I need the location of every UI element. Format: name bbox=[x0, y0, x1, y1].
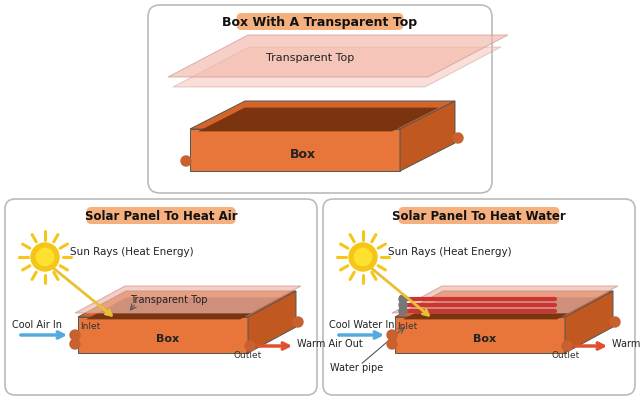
Polygon shape bbox=[168, 36, 508, 78]
Text: Box With A Transparent Top: Box With A Transparent Top bbox=[223, 16, 417, 29]
Circle shape bbox=[562, 341, 572, 351]
Text: Warm Water Out: Warm Water Out bbox=[612, 338, 640, 348]
Polygon shape bbox=[395, 317, 565, 353]
Polygon shape bbox=[78, 291, 296, 317]
Circle shape bbox=[399, 295, 407, 303]
FancyBboxPatch shape bbox=[5, 200, 317, 395]
Circle shape bbox=[349, 243, 377, 271]
Text: Box: Box bbox=[156, 333, 180, 343]
Circle shape bbox=[181, 157, 191, 166]
FancyBboxPatch shape bbox=[399, 207, 559, 225]
Text: Sun Rays (Heat Energy): Sun Rays (Heat Energy) bbox=[70, 246, 194, 256]
Polygon shape bbox=[173, 48, 501, 88]
Polygon shape bbox=[190, 130, 400, 172]
Text: Sun Rays (Heat Energy): Sun Rays (Heat Energy) bbox=[388, 246, 511, 256]
FancyBboxPatch shape bbox=[86, 207, 236, 225]
Circle shape bbox=[387, 330, 397, 340]
Text: Warm Air Out: Warm Air Out bbox=[297, 338, 363, 348]
Polygon shape bbox=[565, 291, 613, 353]
Polygon shape bbox=[400, 102, 455, 172]
Circle shape bbox=[31, 243, 59, 271]
FancyBboxPatch shape bbox=[237, 14, 403, 31]
Circle shape bbox=[355, 249, 372, 266]
Text: Water pipe: Water pipe bbox=[330, 362, 383, 372]
Polygon shape bbox=[190, 102, 455, 130]
Circle shape bbox=[70, 339, 80, 349]
Text: Outlet: Outlet bbox=[234, 350, 262, 360]
Circle shape bbox=[399, 301, 407, 309]
Circle shape bbox=[387, 339, 397, 349]
Polygon shape bbox=[403, 298, 598, 320]
Text: Cool Air In: Cool Air In bbox=[12, 319, 62, 329]
FancyBboxPatch shape bbox=[148, 6, 492, 194]
Text: Inlet: Inlet bbox=[397, 322, 417, 331]
Text: Outlet: Outlet bbox=[551, 350, 579, 360]
Text: Transparent Top: Transparent Top bbox=[130, 294, 207, 304]
FancyBboxPatch shape bbox=[323, 200, 635, 395]
Circle shape bbox=[399, 307, 407, 315]
Text: Cool Water In: Cool Water In bbox=[329, 319, 394, 329]
Text: Inlet: Inlet bbox=[80, 322, 100, 331]
Text: Solar Panel To Heat Water: Solar Panel To Heat Water bbox=[392, 209, 566, 223]
Polygon shape bbox=[248, 291, 296, 353]
Circle shape bbox=[293, 317, 303, 327]
Text: Transparent Top: Transparent Top bbox=[266, 53, 354, 63]
Text: Box: Box bbox=[290, 148, 316, 161]
Circle shape bbox=[36, 249, 54, 266]
Circle shape bbox=[453, 134, 463, 144]
Text: Box: Box bbox=[474, 333, 497, 343]
Polygon shape bbox=[86, 298, 281, 320]
Circle shape bbox=[245, 341, 255, 351]
Polygon shape bbox=[78, 317, 248, 353]
Circle shape bbox=[610, 317, 620, 327]
Text: Solar Panel To Heat Air: Solar Panel To Heat Air bbox=[84, 209, 237, 223]
Circle shape bbox=[70, 330, 80, 340]
Polygon shape bbox=[395, 291, 613, 317]
Polygon shape bbox=[75, 286, 301, 313]
Polygon shape bbox=[392, 286, 618, 313]
Polygon shape bbox=[198, 108, 439, 132]
